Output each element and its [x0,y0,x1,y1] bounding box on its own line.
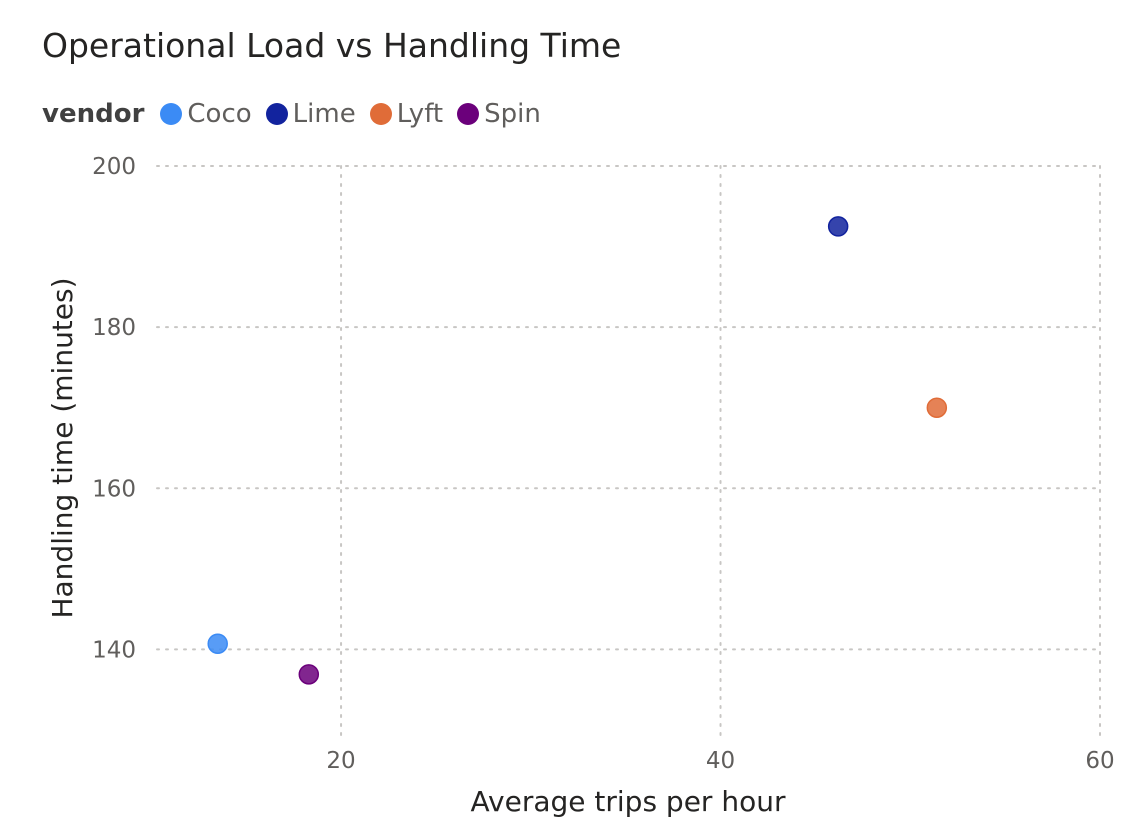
data-point-coco[interactable] [207,633,228,654]
legend-title: vendor [42,99,145,129]
legend-item-spin[interactable]: Spin [457,99,541,129]
chart-title: Operational Load vs Handling Time [42,26,622,65]
legend-swatch-coco [160,103,183,125]
x-tick-label: 60 [1085,748,1114,774]
data-points [207,216,948,685]
x-axis-title: Average trips per hour [471,785,786,818]
y-tick-label: 180 [92,315,136,341]
legend-label-lyft: Lyft [396,99,444,129]
y-tick-label: 140 [92,637,136,663]
y-axis-ticks: 140 160 180 200 [92,154,136,663]
legend-swatch-lime [265,103,288,125]
x-tick-label: 20 [326,748,355,774]
legend-label-coco: Coco [187,99,252,129]
data-point-lime[interactable] [827,216,849,237]
legend-item-lyft[interactable]: Lyft [369,99,444,129]
y-tick-label: 160 [92,476,136,502]
legend-swatch-spin [457,103,480,125]
x-tick-label: 40 [706,748,735,774]
y-tick-label: 200 [92,154,136,180]
data-point-spin[interactable] [298,664,320,685]
legend-label-lime: Lime [292,99,356,129]
data-point-lyft[interactable] [926,397,948,418]
legend-swatch-lyft [369,103,392,125]
y-axis-title: Handling time (minutes) [46,277,79,618]
legend-item-lime[interactable]: Lime [265,99,356,129]
x-axis-ticks: 20 40 60 [326,748,1114,774]
legend-label-spin: Spin [484,99,541,129]
legend: vendor Coco Lime Lyft Spin [42,96,555,132]
gridlines [156,165,1101,739]
legend-item-coco[interactable]: Coco [160,99,252,129]
